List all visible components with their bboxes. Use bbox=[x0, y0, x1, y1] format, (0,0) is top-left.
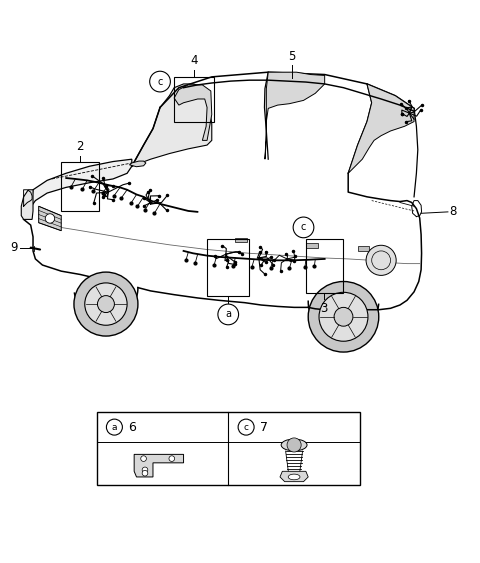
Bar bbox=[306, 243, 318, 248]
Polygon shape bbox=[31, 159, 132, 207]
Polygon shape bbox=[174, 85, 212, 140]
Text: 6: 6 bbox=[129, 421, 136, 434]
Circle shape bbox=[97, 296, 114, 312]
Polygon shape bbox=[132, 84, 212, 166]
Circle shape bbox=[45, 214, 55, 223]
Text: a: a bbox=[112, 423, 117, 432]
Text: c: c bbox=[157, 77, 163, 87]
Bar bbox=[96, 412, 360, 485]
Text: 1: 1 bbox=[225, 305, 232, 318]
Circle shape bbox=[169, 456, 175, 462]
Text: 4: 4 bbox=[191, 55, 198, 68]
Circle shape bbox=[287, 438, 301, 452]
Circle shape bbox=[218, 304, 239, 325]
Bar bbox=[306, 239, 343, 293]
Text: 7: 7 bbox=[260, 421, 268, 434]
Polygon shape bbox=[130, 161, 146, 167]
Circle shape bbox=[142, 467, 148, 473]
Polygon shape bbox=[21, 190, 33, 220]
Polygon shape bbox=[265, 72, 324, 159]
Bar bbox=[207, 239, 250, 296]
Circle shape bbox=[141, 456, 146, 462]
Bar bbox=[358, 246, 369, 251]
Text: 9: 9 bbox=[11, 241, 18, 254]
Circle shape bbox=[319, 292, 368, 341]
Text: 3: 3 bbox=[321, 302, 328, 315]
Circle shape bbox=[107, 419, 122, 435]
Polygon shape bbox=[134, 454, 183, 477]
Ellipse shape bbox=[281, 439, 307, 451]
Bar bbox=[235, 238, 247, 243]
Circle shape bbox=[85, 283, 127, 325]
Circle shape bbox=[238, 419, 254, 435]
Circle shape bbox=[366, 245, 396, 275]
Circle shape bbox=[150, 72, 170, 92]
Text: c: c bbox=[301, 222, 306, 233]
Polygon shape bbox=[348, 84, 414, 173]
Circle shape bbox=[308, 282, 379, 352]
Polygon shape bbox=[39, 206, 61, 231]
Text: 5: 5 bbox=[288, 50, 295, 62]
Text: c: c bbox=[244, 423, 249, 432]
Circle shape bbox=[74, 272, 138, 336]
Text: 8: 8 bbox=[449, 205, 456, 218]
Circle shape bbox=[293, 217, 314, 238]
Text: a: a bbox=[225, 310, 231, 319]
Circle shape bbox=[142, 470, 148, 476]
Circle shape bbox=[334, 307, 353, 326]
Text: 2: 2 bbox=[76, 140, 84, 153]
Bar bbox=[174, 77, 214, 122]
Bar bbox=[61, 162, 99, 211]
Polygon shape bbox=[280, 471, 308, 482]
Ellipse shape bbox=[288, 474, 300, 480]
